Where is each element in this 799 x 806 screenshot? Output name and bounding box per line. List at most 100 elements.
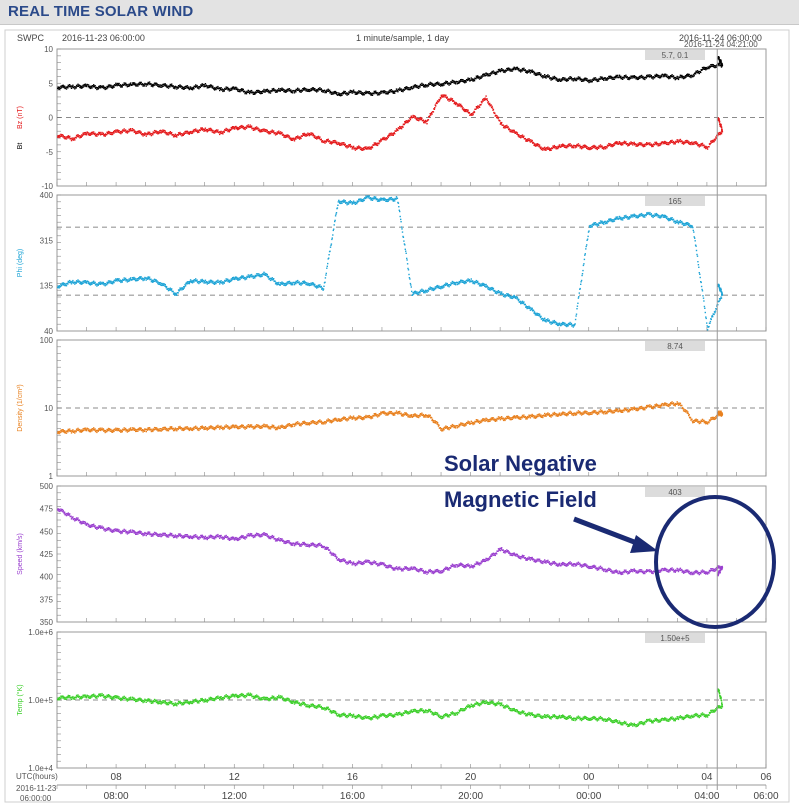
data-point (566, 145, 568, 147)
data-point (174, 427, 177, 429)
data-point (306, 90, 309, 92)
data-point (711, 63, 713, 66)
data-point (254, 126, 256, 129)
data-point (262, 91, 265, 93)
data-point (467, 278, 469, 280)
data-point (402, 126, 404, 128)
data-point (229, 426, 231, 428)
data-point (560, 144, 562, 146)
data-point (530, 139, 532, 141)
data-point (66, 136, 69, 138)
data-point (556, 80, 559, 82)
data-point (204, 282, 206, 284)
data-point (79, 282, 81, 285)
data-point (256, 274, 258, 277)
data-point (634, 77, 636, 79)
data-point (63, 136, 66, 138)
data-point (312, 133, 315, 135)
data-point (357, 92, 359, 94)
data-point (649, 142, 651, 144)
data-point (296, 89, 298, 91)
data-point (63, 430, 66, 432)
data-point (602, 78, 604, 80)
data-point (75, 87, 77, 89)
data-point (127, 279, 129, 281)
data-point (178, 290, 180, 292)
data-point (467, 109, 469, 111)
data-point (219, 88, 222, 90)
data-point (666, 74, 668, 76)
data-point (661, 75, 663, 78)
data-point (211, 280, 213, 282)
data-point (454, 103, 457, 106)
data-point (453, 283, 455, 285)
data-point (172, 85, 174, 87)
data-point (582, 78, 585, 80)
data-point (664, 75, 666, 77)
data-point (81, 134, 84, 136)
data-point (165, 429, 167, 431)
data-point (342, 142, 344, 144)
data-point (554, 77, 556, 80)
data-point (211, 85, 213, 87)
data-point (637, 144, 640, 147)
data-point (414, 84, 417, 86)
data-point (226, 86, 229, 89)
data-point (114, 429, 117, 431)
data-point (233, 127, 235, 129)
data-point (469, 80, 471, 82)
data-point (614, 76, 616, 78)
data-point (672, 141, 674, 144)
data-point (687, 74, 689, 76)
data-point (688, 141, 690, 143)
data-point (663, 216, 665, 218)
data-point (379, 141, 381, 143)
data-point (111, 283, 114, 285)
data-point (216, 426, 219, 428)
data-point (87, 132, 90, 134)
data-point (94, 132, 96, 135)
data-point (114, 131, 117, 133)
data-point (232, 88, 234, 90)
data-point (276, 131, 279, 133)
data-point (712, 65, 715, 67)
data-point (156, 82, 158, 85)
data-point (507, 126, 509, 128)
data-point (513, 296, 515, 299)
data-point (477, 105, 479, 107)
data-point (407, 269, 410, 271)
data-point (57, 286, 59, 289)
data-point (190, 281, 193, 283)
data-point (244, 128, 246, 131)
data-point (370, 146, 373, 149)
data-point (63, 85, 65, 88)
data-point (267, 276, 269, 279)
data-point (686, 73, 688, 76)
data-point (233, 128, 236, 130)
data-point (197, 130, 200, 132)
data-point (218, 425, 220, 428)
data-point (213, 132, 216, 134)
data-point (117, 279, 120, 282)
data-point (370, 197, 372, 199)
data-point (279, 284, 281, 286)
data-point (596, 225, 598, 227)
data-point (73, 86, 75, 88)
data-point (359, 90, 361, 92)
data-point (565, 78, 568, 80)
data-point (720, 66, 723, 68)
data-point (389, 89, 392, 92)
data-point (227, 280, 229, 283)
data-point (343, 142, 345, 144)
data-point (395, 88, 398, 90)
data-point (463, 80, 466, 82)
data-point (440, 85, 442, 87)
data-point (200, 279, 202, 281)
data-point (458, 105, 460, 107)
data-point (544, 75, 547, 78)
data-point (257, 275, 260, 277)
data-point (233, 87, 235, 89)
data-point (269, 132, 272, 135)
data-point (334, 219, 336, 222)
data-point (449, 98, 451, 101)
